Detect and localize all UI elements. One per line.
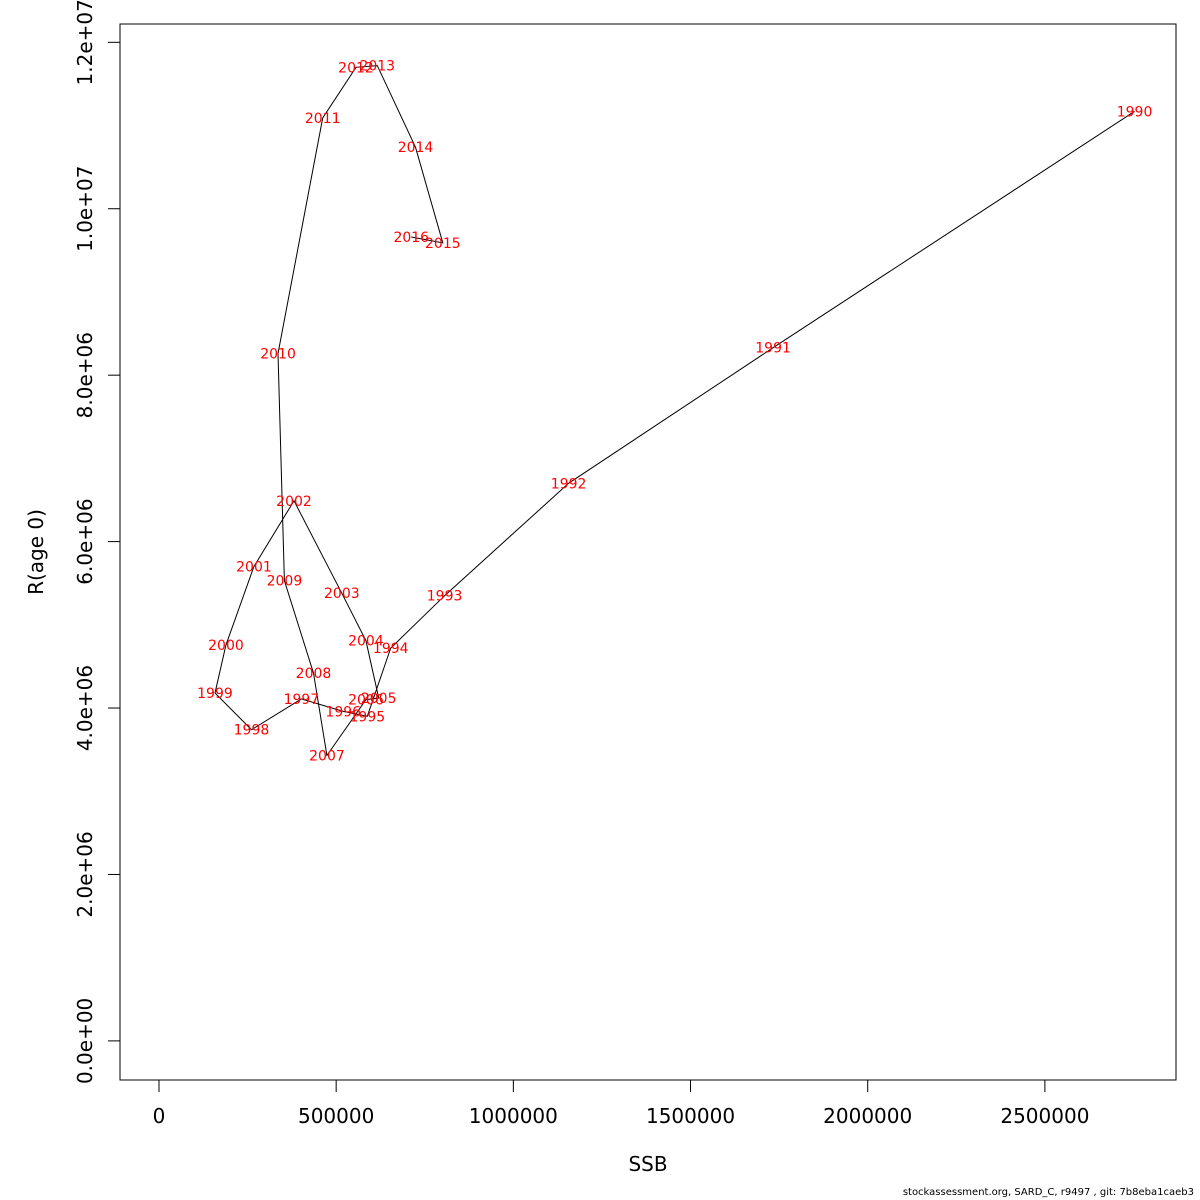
year-label: 1997 <box>284 692 320 708</box>
y-tick-label: 6.0e+06 <box>73 498 97 584</box>
y-tick-label: 4.0e+06 <box>73 665 97 751</box>
year-label: 2003 <box>324 586 360 602</box>
year-label: 1993 <box>427 589 463 605</box>
x-tick-label: 0 <box>153 1104 166 1128</box>
year-label: 1990 <box>1117 104 1153 120</box>
year-label: 2007 <box>309 748 345 764</box>
year-label: 2012 <box>338 60 374 76</box>
year-label: 2002 <box>276 494 312 510</box>
x-axis-title: SSB <box>628 1152 667 1176</box>
x-tick-label: 2000000 <box>823 1104 912 1128</box>
year-label: 2004 <box>348 634 384 650</box>
year-label: 2001 <box>236 560 272 576</box>
year-label: 2005 <box>361 691 397 707</box>
year-label: 2016 <box>393 230 429 246</box>
y-tick-label: 1.2e+07 <box>73 0 97 85</box>
footer-credit: stockassessment.org, SARD_C, r9497 , git… <box>902 1187 1194 1198</box>
year-label: 1995 <box>350 709 386 725</box>
year-label: 2008 <box>296 666 332 682</box>
year-label: 2009 <box>267 574 303 590</box>
y-axis-title: R(age 0) <box>24 509 48 595</box>
year-label: 2013 <box>359 59 395 75</box>
year-label: 1994 <box>373 641 409 657</box>
y-tick-label: 2.0e+06 <box>73 831 97 917</box>
year-label: 1991 <box>755 341 791 357</box>
year-label: 1992 <box>551 476 587 492</box>
x-tick-label: 500000 <box>298 1104 374 1128</box>
year-label: 2010 <box>260 347 296 363</box>
x-tick-label: 1500000 <box>646 1104 735 1128</box>
year-label: 2011 <box>305 111 341 127</box>
year-label: 2014 <box>398 140 434 156</box>
x-tick-label: 1000000 <box>469 1104 558 1128</box>
y-axis: 0.0e+00 2.0e+06 4.0e+06 6.0e+06 8.0e+06 1.0e+… <box>73 0 121 1084</box>
y-tick-label: 0.0e+00 <box>73 998 97 1084</box>
plot-frame <box>119 23 1177 1081</box>
x-tick-label: 2500000 <box>1000 1104 1089 1128</box>
y-tick-label: 1.0e+07 <box>73 166 97 252</box>
x-axis: 0 500000 1000000 1500000 2000000 2500000 <box>153 1079 1089 1128</box>
year-label: 2015 <box>425 236 461 252</box>
year-label: 1998 <box>234 723 270 739</box>
year-label: 2006 <box>348 693 384 709</box>
y-tick-label: 8.0e+06 <box>73 332 97 418</box>
year-label: 2000 <box>208 638 244 654</box>
year-label: 1996 <box>325 704 361 720</box>
year-label: 1999 <box>197 686 233 702</box>
series-line <box>214 65 1135 757</box>
